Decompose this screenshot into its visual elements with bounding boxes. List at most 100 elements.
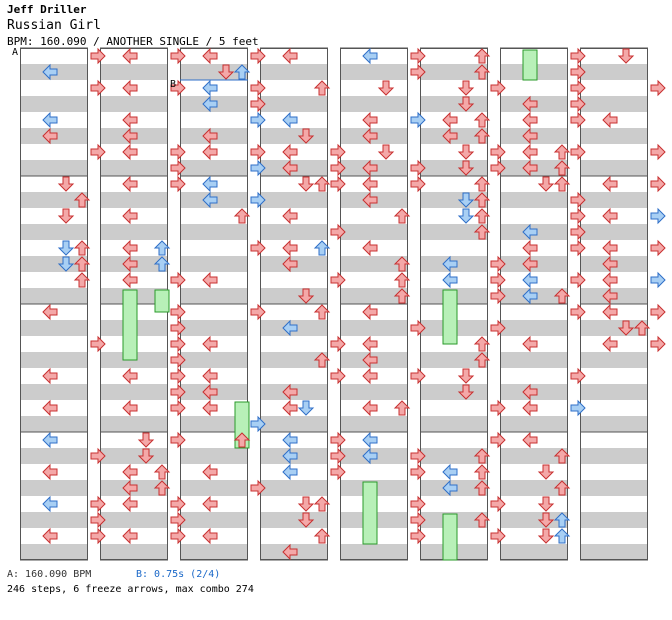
step-arrow (282, 255, 298, 273)
chart-summary: 246 steps, 6 freeze arrows, max combo 27… (7, 584, 254, 595)
step-arrow (570, 79, 586, 97)
beat-stripe (20, 352, 88, 368)
beat-stripe (420, 352, 488, 368)
step-arrow (297, 512, 315, 528)
step-arrow-blue (202, 79, 218, 97)
step-arrow (522, 239, 538, 257)
beat-stripe (180, 160, 248, 176)
step-arrow (570, 303, 586, 321)
step-arrow (362, 191, 378, 209)
beat-stripe (180, 544, 248, 560)
step-arrow (617, 320, 635, 336)
step-arrow (202, 335, 218, 353)
step-arrow (122, 463, 138, 481)
beat-stripe (340, 64, 408, 80)
step-arrow (362, 175, 378, 193)
step-arrow (650, 79, 666, 97)
step-arrow (602, 111, 618, 129)
step-arrow (217, 64, 235, 80)
step-arrow (522, 159, 538, 177)
step-arrow (250, 79, 266, 97)
step-arrow (90, 47, 106, 65)
step-arrow (122, 367, 138, 385)
beat-stripe (340, 384, 408, 400)
step-arrow (522, 111, 538, 129)
beat-stripe (420, 192, 488, 208)
chart-column (340, 47, 408, 561)
beat-stripe (580, 320, 648, 336)
step-arrow (537, 512, 555, 528)
step-arrow (393, 288, 411, 304)
beat-stripe (340, 416, 408, 432)
step-arrow (313, 496, 331, 512)
step-arrow (42, 399, 58, 417)
freeze-arrow (522, 49, 538, 81)
beat-stripe (260, 128, 328, 144)
step-arrow (553, 176, 571, 192)
step-arrow (650, 303, 666, 321)
step-arrow (490, 79, 506, 97)
step-arrow (170, 383, 186, 401)
step-arrow (170, 175, 186, 193)
step-arrow (473, 224, 491, 240)
step-arrow-blue (282, 463, 298, 481)
beat-stripe (20, 544, 88, 560)
step-arrow (570, 271, 586, 289)
beat-stripe (580, 512, 648, 528)
beat-stripe (100, 512, 168, 528)
step-arrow (393, 256, 411, 272)
step-arrow (570, 143, 586, 161)
step-arrow (170, 319, 186, 337)
step-arrow (202, 127, 218, 145)
step-arrow (570, 47, 586, 65)
step-arrow-blue (153, 240, 171, 256)
step-arrow (330, 431, 346, 449)
step-arrow-blue (522, 287, 538, 305)
step-arrow (362, 335, 378, 353)
step-arrow (362, 399, 378, 417)
beat-stripe (20, 224, 88, 240)
step-arrow (122, 495, 138, 513)
beat-stripe (20, 96, 88, 112)
step-arrow (330, 335, 346, 353)
beat-stripe (260, 480, 328, 496)
beat-stripe (500, 352, 568, 368)
step-arrow-blue (442, 463, 458, 481)
beat-stripe (580, 480, 648, 496)
beat-stripe (420, 448, 488, 464)
step-arrow-blue (282, 447, 298, 465)
step-arrow (153, 464, 171, 480)
step-arrow (362, 239, 378, 257)
step-arrow (377, 80, 395, 96)
step-arrow (362, 351, 378, 369)
step-arrow (473, 480, 491, 496)
step-arrow (282, 239, 298, 257)
beat-stripe (420, 64, 488, 80)
step-arrow (170, 271, 186, 289)
step-arrow (122, 271, 138, 289)
beat-stripe (260, 224, 328, 240)
step-arrow (170, 79, 186, 97)
step-arrow-blue (570, 399, 586, 417)
step-arrow (537, 176, 555, 192)
beat-stripe (340, 256, 408, 272)
beat-stripe (580, 544, 648, 560)
step-arrow-blue (410, 111, 426, 129)
step-arrow (410, 47, 426, 65)
step-arrow-blue (42, 495, 58, 513)
step-arrow (473, 128, 491, 144)
beat-stripe (340, 320, 408, 336)
beat-stripe (100, 448, 168, 464)
beat-stripe (180, 288, 248, 304)
step-arrow-blue (282, 111, 298, 129)
step-arrow (282, 399, 298, 417)
step-arrow (170, 143, 186, 161)
step-arrow-blue (282, 431, 298, 449)
step-arrow-blue (457, 208, 475, 224)
beat-stripe (500, 448, 568, 464)
beat-stripe (340, 96, 408, 112)
step-arrow (410, 511, 426, 529)
footer-notes: A: 160.090 BPM B: 0.75s (2/4) (7, 569, 220, 580)
beat-stripe (180, 64, 248, 80)
step-arrow-blue (362, 431, 378, 449)
